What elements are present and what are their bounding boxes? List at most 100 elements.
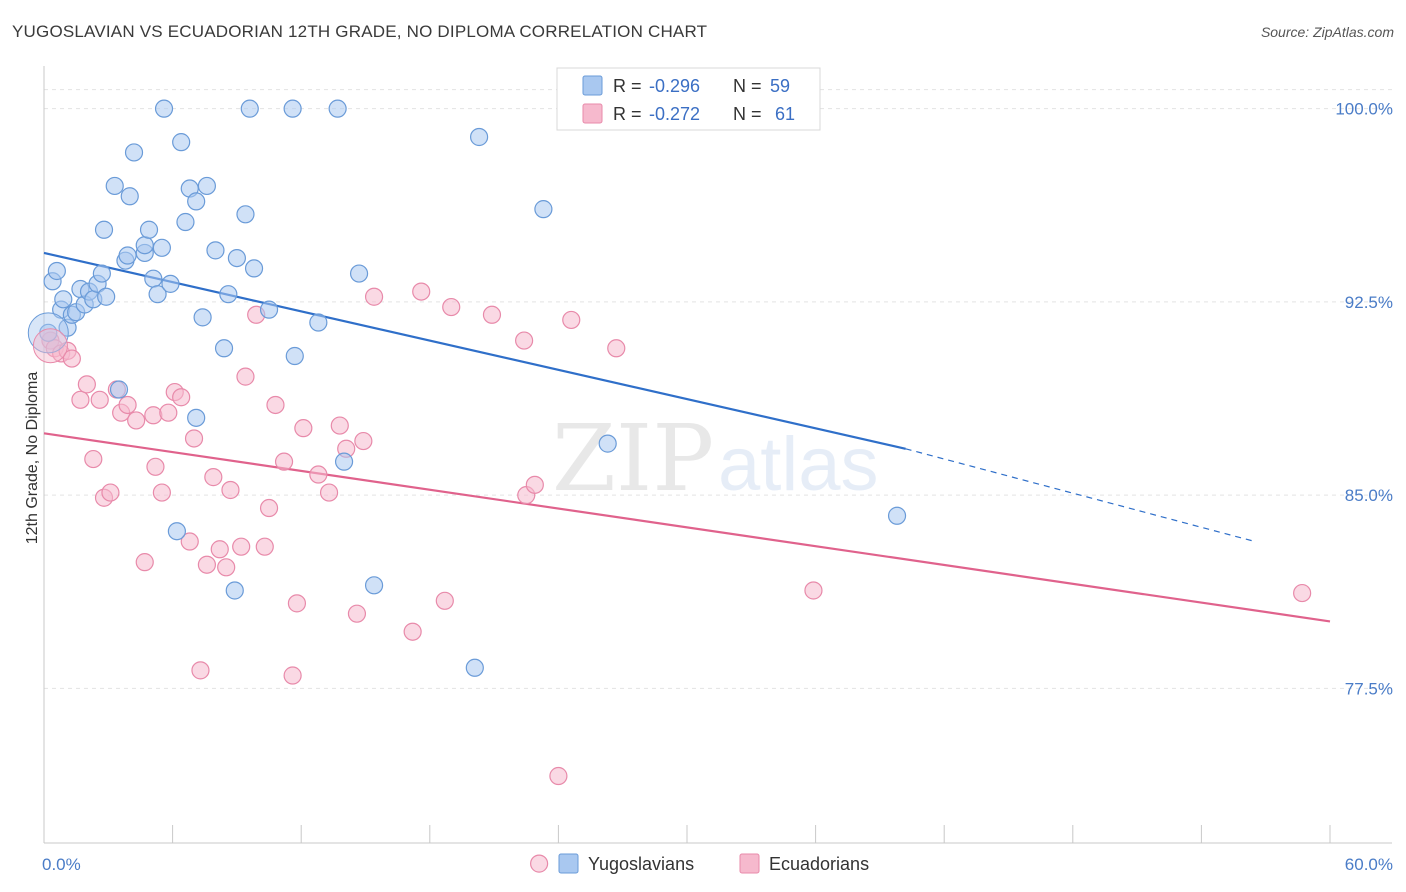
x-tick-label: 0.0% xyxy=(42,855,81,874)
yugoslavian-point xyxy=(887,506,907,525)
watermark-atlas: atlas xyxy=(718,422,879,507)
ecuadorian-point xyxy=(101,483,120,502)
ecuadorian-point xyxy=(330,416,349,435)
legend-r-label-1: R = xyxy=(613,76,642,96)
yugoslavian-point xyxy=(144,269,163,288)
yugoslavian-point xyxy=(167,522,186,541)
ecuadorian-point xyxy=(403,622,422,641)
y-tick-label: 77.5% xyxy=(1345,679,1393,698)
ecuadorian-point xyxy=(319,483,339,502)
ecuadorian-point xyxy=(607,339,626,358)
yugoslavian-point xyxy=(244,259,264,278)
yugoslavian-point xyxy=(283,99,302,118)
yugoslavian-point xyxy=(465,658,484,677)
ecuadorian-trend-line xyxy=(43,432,1331,623)
y-tick-label: 100.0% xyxy=(1335,100,1393,119)
y-axis-label: 12th Grade, No Diploma xyxy=(24,372,41,545)
y-tick-label: 85.0% xyxy=(1345,486,1393,505)
ecuadorian-point xyxy=(217,558,236,577)
series-legend: Yugoslavians Ecuadorians xyxy=(558,853,869,874)
ecuadorian-point xyxy=(172,388,191,407)
ecuadorian-point xyxy=(71,390,90,409)
ecuadorian-point xyxy=(159,403,178,422)
watermark-zip: ZIP xyxy=(552,405,714,512)
yugoslavian-point xyxy=(236,205,255,224)
legend-r-value-2: -0.272 xyxy=(649,104,700,124)
yugoslavian-point xyxy=(225,581,244,600)
ecuadorian-point xyxy=(530,854,549,873)
yugoslavian-point xyxy=(240,99,259,118)
yugoslavian-point xyxy=(598,434,617,453)
yugoslavian-point xyxy=(172,133,191,152)
yugoslavian-point xyxy=(135,236,154,255)
chart-source: Source: ZipAtlas.com xyxy=(1260,24,1394,40)
ecuadorian-point xyxy=(197,555,216,574)
ecuadorian-point xyxy=(204,468,223,487)
ecuadorian-point xyxy=(146,457,165,476)
ecuadorian-point xyxy=(118,395,137,415)
y-tick-label: 92.5% xyxy=(1345,293,1393,312)
ecuadorian-point xyxy=(210,540,229,559)
ecuadorian-point xyxy=(1293,583,1312,603)
yugoslavian-point xyxy=(206,241,225,260)
yugoslavian-point xyxy=(187,408,206,427)
trend-lines xyxy=(43,251,1331,623)
yugoslavian-point xyxy=(259,300,279,319)
ecuadorian-point xyxy=(274,452,294,471)
yugoslavian-point xyxy=(328,99,347,118)
data-points xyxy=(27,99,1312,873)
watermark: ZIP atlas xyxy=(552,405,879,512)
yugoslavian-point xyxy=(139,220,159,239)
yugoslavian-point xyxy=(309,313,328,332)
ecuadorian-point xyxy=(232,537,251,556)
legend-n-value-2: 61 xyxy=(775,104,795,124)
ecuadorian-point xyxy=(32,328,68,364)
ecuadorian-point xyxy=(549,766,568,786)
yugoslavian-point xyxy=(227,248,246,268)
ecuadorian-point xyxy=(77,375,96,394)
yugoslavian-point xyxy=(187,192,206,211)
ecuadorian-point xyxy=(515,331,534,350)
ecuadorian-point xyxy=(562,310,581,330)
yugoslavian-point xyxy=(120,187,139,206)
correlation-legend: R = -0.296 N = 59 R = -0.272 N = 61 xyxy=(556,67,821,131)
yugoslavian-trend-line xyxy=(43,251,906,450)
ecuadorian-point xyxy=(191,661,210,680)
ecuadorian-point xyxy=(84,449,103,469)
yugoslavian-point xyxy=(152,238,171,257)
ecuadorian-point xyxy=(135,553,154,572)
yugoslavian-point xyxy=(105,176,124,196)
ecuadorian-point xyxy=(127,411,146,430)
yugoslavian-point xyxy=(94,220,114,239)
series-legend-swatch-yugoslavians xyxy=(558,853,579,874)
ecuadorian-point xyxy=(90,390,109,409)
series-legend-swatch-ecuadorians xyxy=(739,853,760,874)
ecuadorian-point xyxy=(180,532,199,551)
ecuadorian-point xyxy=(435,591,454,610)
ecuadorian-point xyxy=(266,395,285,415)
ecuadorian-point xyxy=(144,406,163,425)
yugoslavian-point xyxy=(161,274,180,293)
legend-r-value-1: -0.296 xyxy=(649,76,700,96)
axes: 0.0% 60.0% xyxy=(42,66,1393,874)
ecuadorian-point xyxy=(236,367,255,386)
legend-swatch-ecuadorians xyxy=(582,103,603,124)
legend-n-label-1: N = xyxy=(733,76,762,96)
yugoslavian-point xyxy=(214,339,234,358)
ecuadorian-point xyxy=(309,465,328,484)
yugoslavian-point xyxy=(534,200,553,219)
yugoslavian-point xyxy=(92,264,111,283)
yugoslavian-point xyxy=(54,290,73,309)
series-legend-label-yugoslavians: Yugoslavians xyxy=(588,854,694,874)
yugoslavian-point xyxy=(219,285,238,304)
yugoslavian-point xyxy=(109,380,129,399)
chart-title: YUGOSLAVIAN VS ECUADORIAN 12TH GRADE, NO… xyxy=(12,22,708,41)
yugoslavian-point xyxy=(469,127,489,147)
x-tick-label: 60.0% xyxy=(1345,855,1393,874)
ecuadorian-point xyxy=(184,429,204,448)
yugoslavian-trend-extension xyxy=(905,448,1256,543)
yugoslavian-point xyxy=(364,576,384,595)
ecuadorian-point xyxy=(255,537,274,556)
ecuadorian-point xyxy=(412,282,431,301)
ecuadorian-point xyxy=(354,431,373,451)
